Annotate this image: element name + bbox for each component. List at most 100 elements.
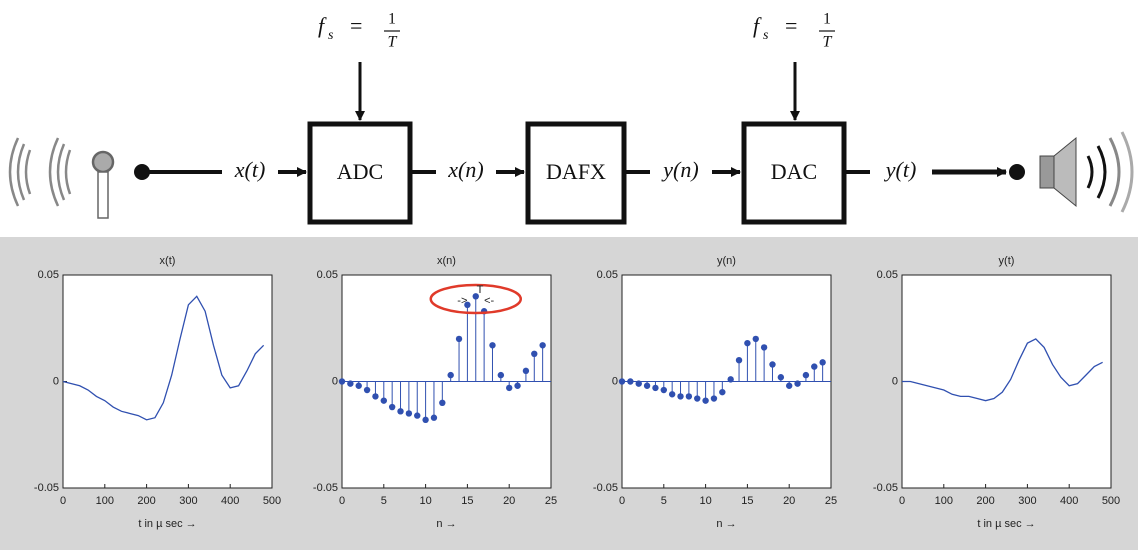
block-label: DAC [771, 159, 817, 184]
stem-marker [727, 376, 734, 383]
y-tick-label: 0 [53, 375, 59, 387]
stem-marker [455, 335, 463, 343]
y-tick-label: 0 [892, 375, 898, 387]
signal-label: x(n) [447, 157, 483, 182]
stem-marker [397, 408, 404, 415]
stem-marker [347, 380, 354, 387]
y-tick-label: -0.05 [313, 482, 338, 494]
stem-marker [506, 384, 513, 392]
y-tick-label: -0.05 [873, 482, 898, 494]
stem-marker [694, 395, 701, 402]
y-tick-label: -0.05 [34, 482, 59, 494]
rate-equals: = [785, 13, 797, 38]
rate-symbol: f [753, 13, 762, 38]
stem-marker [652, 384, 659, 392]
chart-title: x(n) [437, 255, 456, 267]
y-tick-label: 0.05 [38, 269, 59, 281]
x-tick-label: 25 [825, 495, 837, 507]
x-axis-label: t in µ sec → [138, 518, 196, 530]
stem-marker [522, 367, 530, 375]
plot-area [901, 274, 1112, 489]
stem-marker [702, 397, 709, 404]
stem-marker [539, 342, 546, 349]
x-tick-label: 5 [661, 495, 667, 507]
stem-marker [363, 386, 371, 394]
x-tick-label: 0 [619, 495, 625, 507]
stem-marker [338, 378, 346, 385]
stem-marker [760, 344, 768, 351]
stem-marker [668, 391, 676, 398]
x-tick-label: 300 [179, 495, 197, 507]
x-tick-label: 10 [419, 495, 431, 507]
stem-marker [514, 382, 521, 389]
x-tick-label: 100 [96, 495, 114, 507]
speaker-icon [1039, 131, 1134, 213]
microphone-icon [8, 137, 115, 219]
stem-marker [802, 371, 810, 379]
x-tick-label: 300 [1018, 495, 1036, 507]
x-tick-label: 400 [1060, 495, 1078, 507]
y-tick-label: 0.05 [597, 269, 618, 281]
y-tick-label: 0.05 [317, 269, 338, 281]
x-tick-label: 500 [263, 495, 281, 507]
x-axis-label: t in µ sec → [977, 518, 1035, 530]
chart-title: x(t) [160, 255, 176, 267]
stem-marker [380, 397, 387, 404]
stem-marker [819, 359, 826, 366]
stem-marker [635, 380, 642, 387]
x-tick-label: 200 [137, 495, 155, 507]
stem-marker [497, 371, 505, 379]
x-tick-label: 10 [699, 495, 711, 507]
stem-marker [489, 342, 496, 349]
annotation: <- [484, 295, 494, 307]
block-diagram [8, 30, 1134, 225]
x-tick-label: 15 [741, 495, 753, 507]
y-tick-label: 0.05 [877, 269, 898, 281]
stem-marker [618, 378, 626, 385]
stem-marker [744, 339, 751, 347]
stem-marker [414, 412, 421, 419]
stem-marker [372, 393, 379, 400]
x-tick-label: 5 [381, 495, 387, 507]
stem-marker [719, 388, 726, 396]
block-label: ADC [337, 159, 383, 184]
y-tick-label: 0 [612, 375, 618, 387]
rate-denominator: T [823, 34, 833, 51]
signal-label: y(n) [661, 157, 698, 182]
x-tick-label: 200 [976, 495, 994, 507]
stem-marker [769, 361, 776, 368]
y-tick-label: -0.05 [593, 482, 618, 494]
annotation: -> [457, 295, 467, 307]
rate-equals: = [350, 13, 362, 38]
chart-title: y(n) [717, 255, 736, 267]
signal-line [902, 338, 1103, 402]
rate-numerator: 1 [823, 11, 831, 28]
stem-marker [447, 371, 454, 379]
stem-marker [464, 301, 471, 309]
stem-marker [794, 380, 801, 387]
plot-area [62, 274, 273, 489]
stem-marker [685, 393, 693, 400]
x-axis-label: n → [436, 518, 456, 530]
stem-marker [388, 403, 396, 411]
stem-marker [735, 357, 743, 364]
stem-marker [710, 395, 718, 402]
x-tick-label: 0 [60, 495, 66, 507]
x-tick-label: 20 [783, 495, 795, 507]
rate-subscript: s [328, 28, 334, 43]
highlight-ellipse [429, 283, 523, 315]
x-tick-label: 0 [899, 495, 905, 507]
signal-line [62, 295, 265, 421]
stem-marker [752, 335, 759, 343]
stem-marker [677, 393, 684, 400]
stem-marker [777, 374, 785, 381]
chart-title: y(t) [999, 255, 1015, 267]
x-tick-label: 400 [221, 495, 239, 507]
stem-marker [627, 378, 634, 385]
stem-marker [811, 363, 818, 370]
stem-marker [472, 293, 479, 300]
stem-marker [355, 382, 362, 389]
rate-numerator: 1 [388, 11, 396, 28]
annotation: T [477, 284, 484, 296]
